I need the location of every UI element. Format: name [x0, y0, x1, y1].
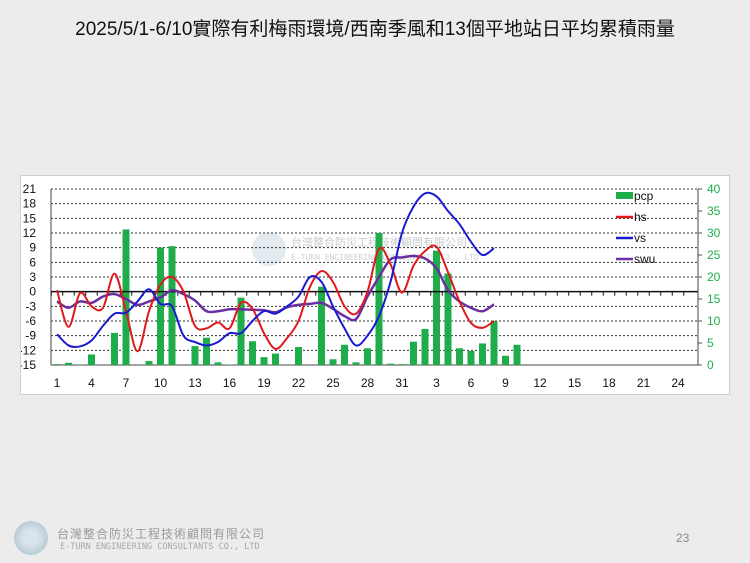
- bar-pcp: [272, 353, 279, 365]
- bar-pcp: [398, 364, 406, 365]
- x-axis-tick-label: 12: [533, 376, 547, 390]
- legend-label-vs: vs: [634, 231, 646, 245]
- bar-pcp: [502, 355, 509, 365]
- bar-pcp: [479, 343, 486, 365]
- bar-pcp: [295, 346, 302, 365]
- bar-pcp: [111, 332, 118, 365]
- right-axis-tick-label: 40: [707, 182, 721, 196]
- bar-pcp: [490, 321, 498, 365]
- bar-pcp: [352, 362, 360, 365]
- bar-pcp: [387, 363, 394, 365]
- bar-pcp: [421, 328, 429, 365]
- x-axis-tick-label: 19: [257, 376, 271, 390]
- bar-pcp: [444, 273, 452, 365]
- x-axis-tick-label: 16: [223, 376, 237, 390]
- left-axis-tick-label: 0: [29, 285, 36, 299]
- x-axis-tick-label: 28: [361, 376, 375, 390]
- right-axis-tick-label: 20: [707, 270, 721, 284]
- bar-pcp: [157, 247, 164, 365]
- left-axis-tick-label: 6: [29, 255, 36, 269]
- left-axis-tick-label: -6: [25, 314, 36, 328]
- right-axis-tick-label: 5: [707, 336, 714, 350]
- right-axis-tick-label: 10: [707, 314, 721, 328]
- line-hs: [56, 244, 495, 353]
- x-axis-tick-label: 9: [502, 376, 509, 390]
- bar-pcp: [53, 364, 61, 365]
- left-axis-tick-label: 12: [23, 226, 37, 240]
- left-axis-tick-label: 18: [23, 197, 37, 211]
- bar-pcp: [433, 250, 440, 365]
- bar-pcp: [513, 344, 521, 365]
- bar-pcp: [203, 337, 210, 365]
- company-name-en: E-TURN ENGINEERING CONSULTANTS CO., LTD: [60, 542, 260, 552]
- x-axis-tick-label: 31: [395, 376, 409, 390]
- bar-pcp: [341, 344, 348, 365]
- line-vs: [56, 191, 495, 349]
- x-axis-tick-label: 13: [188, 376, 202, 390]
- left-axis-tick-label: 21: [23, 182, 37, 196]
- x-axis-tick-label: 24: [671, 376, 685, 390]
- bar-pcp: [65, 362, 72, 365]
- x-axis-tick-label: 6: [468, 376, 475, 390]
- bar-pcp: [122, 229, 130, 365]
- watermark-logo-icon: [252, 232, 286, 266]
- x-axis-tick-label: 22: [292, 376, 306, 390]
- bar-pcp: [88, 354, 95, 365]
- watermark-text-en: E-TURN ENGINEERING CONSULTANTS CO., LTD: [291, 253, 479, 262]
- bar-pcp: [375, 233, 383, 365]
- bar-pcp: [214, 362, 222, 365]
- legend-label-pcp: pcp: [634, 189, 654, 203]
- bar-pcp: [329, 359, 337, 365]
- x-axis-tick-label: 7: [123, 376, 130, 390]
- page-number: 23: [676, 531, 690, 545]
- right-axis-tick-label: 15: [707, 292, 721, 306]
- left-axis-tick-label: 15: [23, 211, 37, 225]
- left-axis-tick-label: -12: [21, 343, 36, 357]
- bar-pcp: [467, 350, 475, 365]
- right-axis-tick-label: 0: [707, 358, 714, 372]
- left-axis-tick-label: -15: [21, 358, 36, 372]
- right-axis-tick-label: 35: [707, 204, 721, 218]
- x-axis-tick-label: 15: [568, 376, 582, 390]
- bar-pcp: [260, 357, 268, 365]
- bar-pcp: [145, 361, 153, 365]
- right-axis-tick-label: 25: [707, 248, 721, 262]
- slide-title: 2025/5/1-6/10實際有利梅雨環境/西南季風和13個平地站日平均累積雨量: [75, 19, 675, 40]
- bar-pcp: [410, 341, 417, 365]
- x-axis-tick-label: 10: [154, 376, 168, 390]
- left-axis-tick-label: 9: [29, 241, 36, 255]
- bar-pcp: [249, 341, 256, 365]
- legend-label-hs: hs: [634, 210, 647, 224]
- legend-swatch-pcp: [616, 192, 633, 199]
- x-axis-tick-label: 18: [602, 376, 616, 390]
- x-axis-tick-label: 1: [54, 376, 61, 390]
- bar-pcp: [237, 297, 245, 365]
- line-swu: [56, 254, 495, 322]
- right-axis-tick-label: 30: [707, 226, 721, 240]
- x-axis-tick-label: 4: [88, 376, 95, 390]
- x-axis-tick-label: 25: [326, 376, 340, 390]
- company-logo-icon: [14, 521, 48, 555]
- bar-pcp: [456, 348, 463, 365]
- company-name-cn: 台灣整合防災工程技術顧問有限公司: [57, 527, 266, 541]
- bar-pcp: [191, 346, 199, 365]
- left-axis-tick-label: 3: [29, 270, 36, 284]
- bar-pcp: [364, 348, 371, 365]
- left-axis-tick-label: -3: [25, 299, 36, 313]
- x-axis-tick-label: 21: [637, 376, 651, 390]
- x-axis-tick-label: 3: [433, 376, 440, 390]
- bar-pcp: [318, 286, 325, 365]
- left-axis-tick-label: -9: [25, 329, 36, 343]
- legend-label-swu: swu: [634, 252, 655, 266]
